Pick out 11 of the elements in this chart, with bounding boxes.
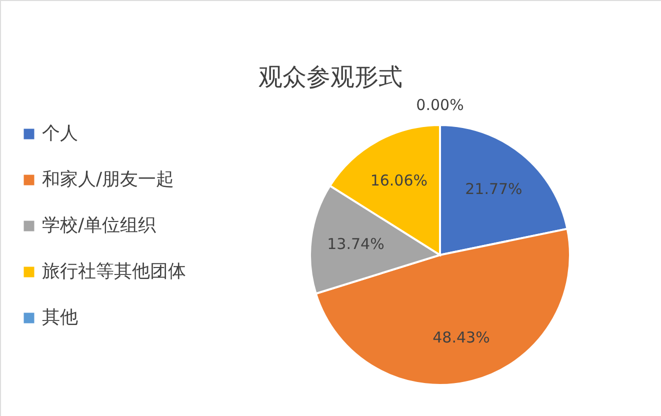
data-label: 21.77% — [465, 180, 522, 198]
data-label: 13.74% — [327, 234, 384, 253]
legend-label: 学校/单位组织 — [42, 215, 156, 236]
chart-title: 观众参观形式 — [258, 63, 402, 91]
legend-label: 其他 — [42, 307, 78, 328]
text: 0.00% — [416, 96, 464, 114]
data-label: 48.43% — [432, 328, 490, 346]
legend-label: 个人 — [42, 123, 78, 144]
legend-label: 和家人/朋友一起 — [42, 169, 174, 190]
legend-label: 旅行社等其他团体 — [42, 261, 186, 282]
data-label: 16.06% — [370, 172, 428, 190]
